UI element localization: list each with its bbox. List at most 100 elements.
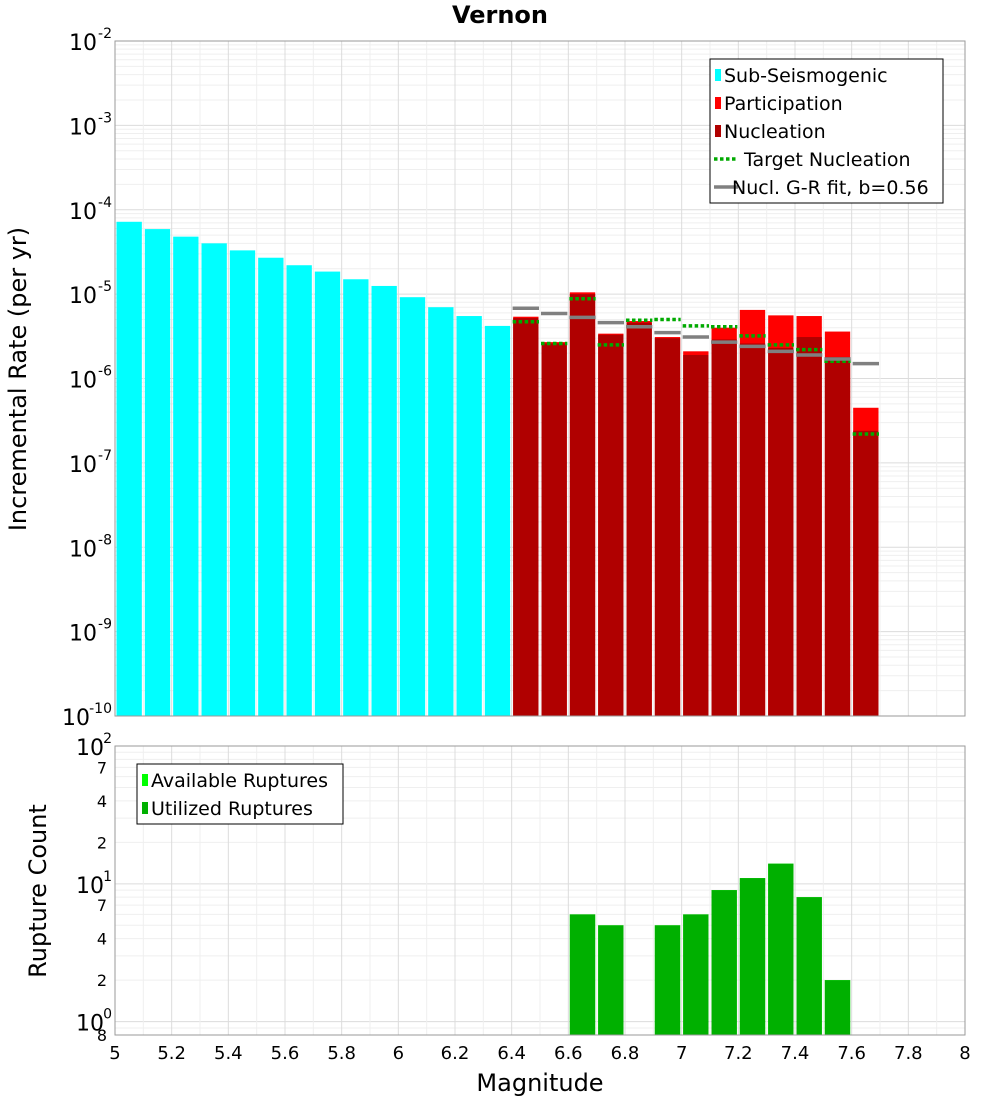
y-tick-labels: 10-210-310-410-510-610-710-810-910-10 — [62, 26, 112, 731]
bar-sub-seismogenic — [173, 236, 199, 716]
x-tick-label: 8 — [959, 1043, 970, 1064]
legend-label: Available Ruptures — [151, 770, 328, 792]
legend-label: Target Nucleation — [743, 149, 911, 171]
y-tick-label: 10 — [69, 537, 97, 562]
y-tick-label: 2 — [97, 971, 107, 990]
y-tick-label: 4 — [97, 930, 107, 949]
bar-sub-seismogenic — [314, 271, 341, 716]
y-tick-label: 10 — [69, 31, 97, 56]
legend: Sub-Seismogenic Participation Nucleation Ta… — [709, 58, 944, 204]
bar-sub-seismogenic — [371, 285, 397, 716]
plot-frame — [114, 745, 966, 1036]
bar-nucleation — [513, 318, 539, 716]
bar-utilized-ruptures — [569, 914, 596, 1035]
legend-label: Sub-Seismogenic — [724, 65, 888, 87]
bar-nucleation — [853, 430, 879, 716]
x-tick-label: 7.4 — [781, 1043, 810, 1064]
legend-swatch — [142, 774, 148, 786]
bar-sub-seismogenic — [258, 257, 284, 716]
y-tick-exponent: 2 — [103, 731, 112, 747]
y-tick-label: 10 — [69, 453, 97, 478]
x-tick-label: 7.8 — [894, 1043, 923, 1064]
bar-nucleation — [824, 356, 851, 716]
x-tick-label: 5.2 — [157, 1043, 186, 1064]
bar-nucleation — [598, 334, 624, 716]
bar-nucleation — [796, 337, 822, 716]
x-tick-label: 7 — [676, 1043, 687, 1064]
legend-label: Participation — [724, 93, 843, 115]
x-tick-label: 6.8 — [611, 1043, 640, 1064]
x-tick-label: 6.2 — [441, 1043, 470, 1064]
y-tick-exponent: -8 — [98, 532, 112, 548]
bottom-y-axis-title: Rupture Count — [24, 804, 52, 978]
bar-utilized-ruptures — [598, 925, 624, 1035]
bar-utilized-ruptures — [739, 878, 766, 1035]
x-tick-label: 5.4 — [214, 1043, 243, 1064]
legend-label: Nucleation — [724, 121, 826, 143]
top-y-axis-title: Incremental Rate (per yr) — [4, 227, 32, 531]
y-tick-exponent: -9 — [98, 617, 112, 633]
x-tick-label: 7.6 — [837, 1043, 866, 1064]
y-tick-exponent: -2 — [98, 26, 112, 42]
bar-nucleation — [654, 338, 681, 716]
y-tick-label: 10 — [76, 736, 104, 761]
step-lines — [512, 297, 879, 436]
y-tick-label: 10 — [69, 369, 97, 394]
y-tick-exponent: -5 — [98, 279, 112, 295]
y-tick-label: 10 — [76, 874, 104, 899]
bars — [569, 863, 851, 1035]
bar-sub-seismogenic — [343, 279, 369, 716]
bar-utilized-ruptures — [824, 980, 851, 1035]
y-tick-exponent: -10 — [89, 701, 112, 717]
chart-title: Vernon — [452, 1, 548, 29]
y-tick-label: 10 — [62, 706, 90, 731]
bar-nucleation — [768, 347, 794, 716]
bar-nucleation — [683, 354, 709, 716]
bar-sub-seismogenic — [456, 316, 482, 716]
y-tick-exponent: -3 — [98, 110, 112, 126]
y-tick-label: 10 — [76, 1012, 104, 1037]
legend: Available Ruptures Utilized Ruptures — [136, 763, 344, 825]
x-tick-label: 7.2 — [724, 1043, 753, 1064]
y-tick-label: 10 — [69, 284, 97, 309]
bar-sub-seismogenic — [201, 243, 227, 717]
x-tick-label: 5.8 — [327, 1043, 356, 1064]
legend-box — [709, 58, 944, 204]
bar-nucleation — [569, 294, 596, 716]
y-tick-label: 8 — [97, 1026, 107, 1045]
y-tick-label: 7 — [97, 896, 107, 915]
bar-nucleation — [739, 343, 766, 716]
bar-sub-seismogenic — [399, 297, 426, 716]
x-tick-label: 6 — [393, 1043, 404, 1064]
x-tick-label: 5 — [109, 1043, 120, 1064]
bar-sub-seismogenic — [144, 229, 171, 717]
bar-sub-seismogenic — [229, 250, 256, 717]
bar-sub-seismogenic — [286, 265, 312, 716]
y-tick-exponent: 0 — [103, 1007, 112, 1023]
y-tick-label: 7 — [97, 758, 107, 777]
bar-nucleation — [541, 343, 567, 716]
legend-swatch — [142, 802, 148, 814]
bar-utilized-ruptures — [796, 897, 822, 1035]
bar-utilized-ruptures — [711, 890, 737, 1035]
bar-sub-seismogenic — [484, 325, 511, 716]
top-plot: 10-210-310-410-510-610-710-810-910 -10Sub… — [62, 26, 966, 731]
y-tick-label: 2 — [97, 833, 107, 852]
plot-frame — [114, 40, 966, 717]
y-tick-exponent: 1 — [103, 869, 112, 885]
x-tick-labels: 5 5.2 5.4 5.6 5.8 6 6.2 6.4 6.6 6.8 7 7.2 7.4 7.6 7.8 8 — [109, 1043, 970, 1064]
bar-nucleation — [711, 339, 737, 716]
bar-utilized-ruptures — [768, 863, 794, 1035]
legend-swatch — [715, 97, 721, 109]
y-tick-exponent: -7 — [98, 448, 112, 464]
legend-swatch — [715, 125, 721, 137]
bar-sub-seismogenic — [116, 221, 142, 716]
bar-utilized-ruptures — [683, 914, 709, 1035]
legend-label: Utilized Ruptures — [151, 798, 313, 820]
x-axis-title: Magnitude — [476, 1069, 603, 1097]
legend-label: Nucl. G-R fit, b=0.56 — [732, 177, 929, 199]
y-tick-exponent: -6 — [98, 364, 112, 380]
